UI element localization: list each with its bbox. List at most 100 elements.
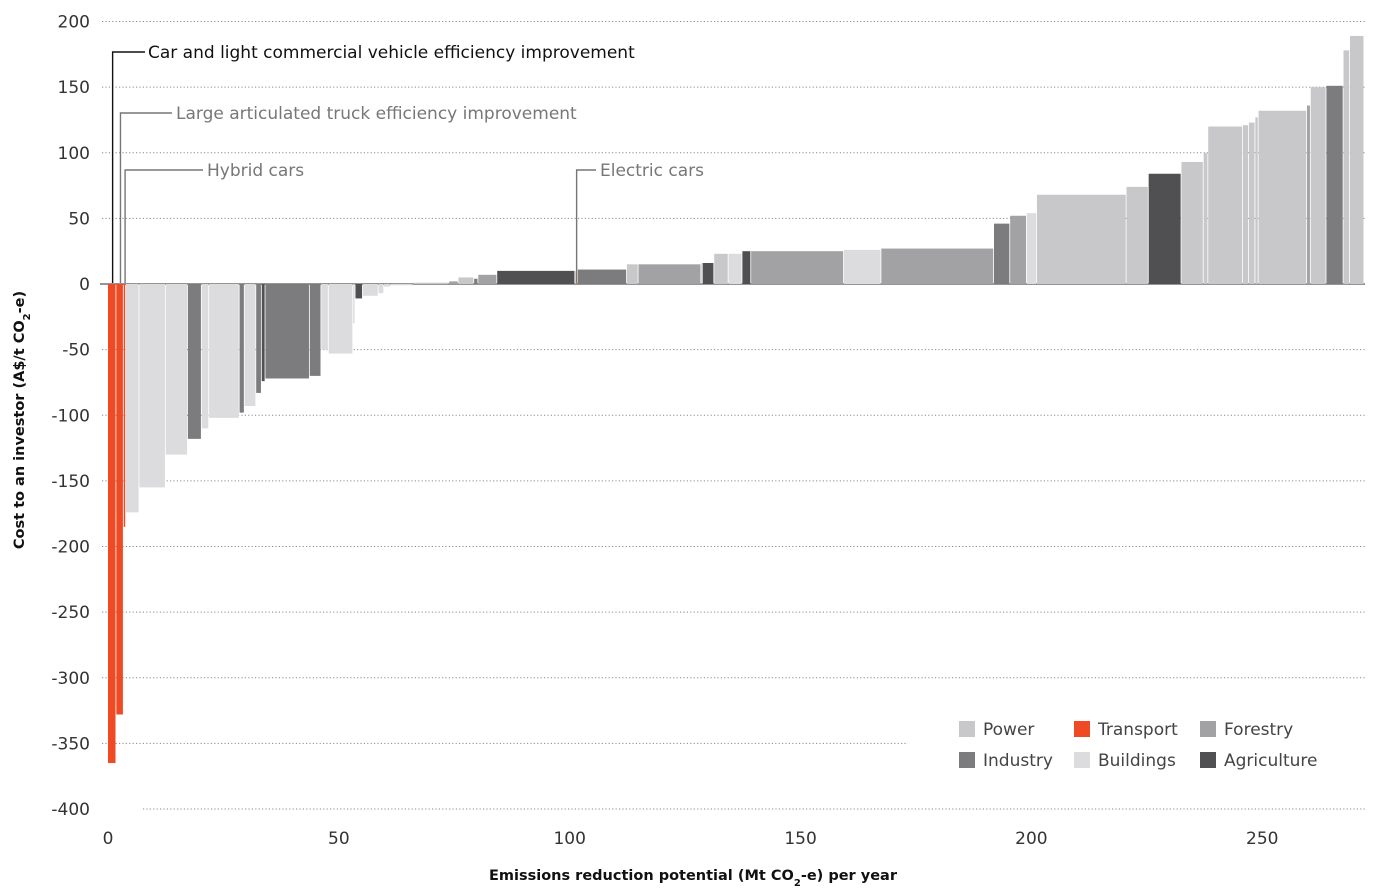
annotation-leader bbox=[119, 112, 172, 283]
bar-power bbox=[1310, 87, 1326, 284]
y-tick-label: -400 bbox=[51, 800, 90, 820]
x-tick-label: 200 bbox=[1015, 829, 1047, 849]
legend: Power Transport Forestry Industry Buildings A… bbox=[959, 720, 1318, 771]
y-tick-label: -350 bbox=[51, 734, 90, 754]
bar-transport bbox=[108, 284, 116, 764]
bar-industry bbox=[256, 284, 261, 393]
bar-buildings bbox=[843, 249, 881, 284]
bar-forestry bbox=[751, 251, 844, 284]
bar-buildings bbox=[126, 284, 139, 513]
bar-power bbox=[458, 277, 474, 284]
y-tick-label: -100 bbox=[51, 406, 90, 426]
bar-buildings bbox=[321, 284, 328, 350]
legend-swatch-forestry bbox=[1200, 721, 1216, 737]
y-tick-label: 50 bbox=[68, 209, 90, 229]
bar-buildings bbox=[209, 284, 239, 418]
bar-transport bbox=[123, 284, 126, 527]
bar-buildings bbox=[328, 284, 353, 354]
bar-agriculture bbox=[702, 263, 714, 284]
bar-power bbox=[626, 264, 638, 284]
x-tick-label: 100 bbox=[553, 829, 585, 849]
bar-buildings bbox=[353, 284, 355, 324]
y-axis-title: Cost to an investor (A$/t CO2-e) bbox=[12, 291, 33, 549]
bar-buildings bbox=[728, 253, 742, 284]
bar-agriculture bbox=[261, 284, 265, 382]
annotation-label: Large articulated truck efficiency impro… bbox=[176, 104, 577, 124]
annotation-label: Electric cars bbox=[600, 161, 704, 181]
bar-industry bbox=[187, 284, 201, 439]
y-tick-label: 200 bbox=[58, 13, 90, 33]
y-tick-label: 0 bbox=[79, 275, 90, 295]
bar-power bbox=[1208, 126, 1243, 284]
legend-label-agriculture: Agriculture bbox=[1224, 751, 1318, 771]
bar-forestry bbox=[1010, 215, 1026, 284]
x-axis-ticks: 0 50 100 150 200 250 bbox=[103, 829, 1279, 849]
y-tick-label: -150 bbox=[51, 472, 90, 492]
bar-forestry bbox=[449, 281, 458, 284]
bars bbox=[108, 35, 1364, 764]
bar-forestry bbox=[478, 274, 497, 284]
bar-buildings bbox=[139, 284, 165, 488]
y-tick-label: -200 bbox=[51, 538, 90, 558]
y-tick-label: -250 bbox=[51, 603, 90, 623]
bar-buildings bbox=[1026, 213, 1037, 284]
bar-forestry bbox=[638, 264, 701, 284]
legend-label-buildings: Buildings bbox=[1098, 751, 1176, 771]
x-tick-label: 0 bbox=[103, 829, 114, 849]
legend-swatch-transport bbox=[1074, 721, 1090, 737]
bar-industry bbox=[265, 284, 309, 379]
annotation-leader bbox=[111, 51, 145, 283]
y-tick-label: 100 bbox=[58, 144, 90, 164]
bar-power bbox=[701, 263, 703, 284]
x-tick-label: 250 bbox=[1246, 829, 1278, 849]
bar-agriculture bbox=[742, 251, 751, 284]
bar-power bbox=[1255, 117, 1258, 284]
y-tick-label: 150 bbox=[58, 78, 90, 98]
bar-industry bbox=[578, 269, 627, 284]
bar-industry bbox=[474, 278, 478, 284]
bar-industry bbox=[1326, 85, 1343, 284]
bar-industry bbox=[239, 284, 244, 413]
x-tick-label: 50 bbox=[328, 829, 350, 849]
bar-industry bbox=[309, 284, 321, 376]
y-tick-label: -300 bbox=[51, 669, 90, 689]
legend-label-forestry: Forestry bbox=[1224, 720, 1293, 740]
x-tick-label: 150 bbox=[784, 829, 816, 849]
bar-power bbox=[1203, 152, 1208, 284]
bar-power bbox=[1349, 35, 1364, 284]
bar-transport bbox=[116, 284, 123, 715]
bar-power bbox=[413, 282, 449, 284]
bar-power bbox=[714, 253, 728, 284]
bar-industry bbox=[994, 223, 1010, 284]
annotation-label: Car and light commercial vehicle efficie… bbox=[148, 43, 635, 63]
bar-power bbox=[1248, 122, 1255, 284]
bar-power bbox=[1181, 161, 1203, 284]
legend-swatch-industry bbox=[959, 752, 975, 768]
bar-forestry bbox=[881, 248, 994, 284]
bar-buildings bbox=[165, 284, 188, 455]
bar-power bbox=[575, 270, 577, 284]
bar-power bbox=[1036, 194, 1126, 284]
legend-label-transport: Transport bbox=[1097, 720, 1178, 740]
gridlines bbox=[100, 21, 1365, 810]
annotations: Car and light commercial vehicle efficie… bbox=[111, 43, 704, 283]
bar-buildings bbox=[244, 284, 256, 407]
bar-buildings bbox=[362, 284, 378, 296]
bar-agriculture bbox=[1148, 173, 1181, 284]
bar-power bbox=[1258, 110, 1307, 284]
legend-swatch-power bbox=[959, 721, 975, 737]
x-axis-title: Emissions reduction potential (Mt CO2-e)… bbox=[489, 868, 898, 889]
bar-buildings bbox=[390, 284, 413, 286]
annotation-leader bbox=[575, 169, 596, 283]
bar-buildings bbox=[378, 284, 384, 294]
y-axis-ticks: 200 150 100 50 0 -50 -100 -150 -200 -250 -300 -350 -… bbox=[51, 13, 90, 821]
annotation-label: Hybrid cars bbox=[207, 161, 304, 181]
bar-power bbox=[1126, 186, 1148, 284]
bar-power bbox=[1242, 125, 1249, 284]
legend-swatch-agriculture bbox=[1200, 752, 1216, 768]
bar-buildings bbox=[384, 284, 390, 287]
bar-forestry bbox=[1307, 105, 1310, 284]
legend-label-industry: Industry bbox=[983, 751, 1053, 771]
bar-agriculture bbox=[497, 270, 575, 284]
